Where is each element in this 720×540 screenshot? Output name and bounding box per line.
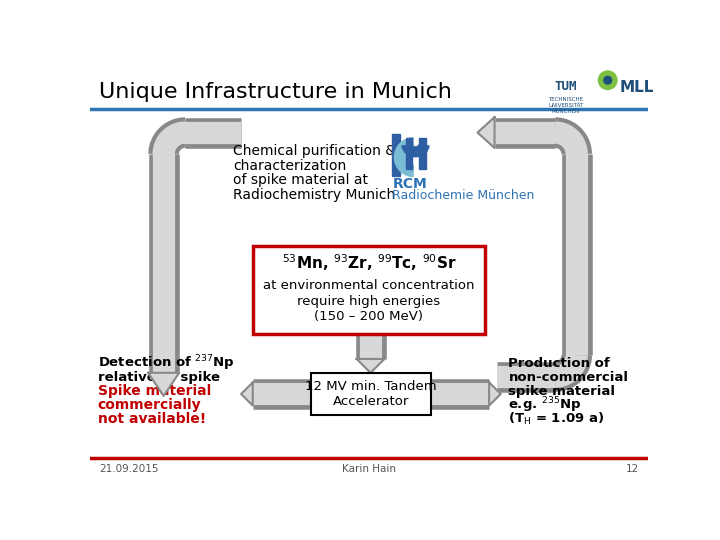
Text: Accelerator: Accelerator	[333, 395, 409, 408]
Bar	[419, 138, 426, 169]
Polygon shape	[356, 359, 384, 373]
Text: MLL: MLL	[619, 80, 654, 96]
Text: (150 – 200 MeV): (150 – 200 MeV)	[315, 310, 423, 323]
Text: require high energies: require high energies	[297, 295, 441, 308]
Text: $^{53}$Mn, $^{93}$Zr, $^{99}$Tc, $^{90}$Sr: $^{53}$Mn, $^{93}$Zr, $^{99}$Tc, $^{90}$…	[282, 252, 456, 273]
Text: 12 MV min. Tandem: 12 MV min. Tandem	[305, 380, 437, 393]
Text: Chemical purification &: Chemical purification &	[233, 144, 397, 158]
Text: Production of: Production of	[508, 357, 611, 370]
Text: e.g. $^{235}$Np: e.g. $^{235}$Np	[508, 395, 582, 415]
Text: Unique Infrastructure in Munich: Unique Infrastructure in Munich	[99, 82, 452, 102]
Text: RCM: RCM	[392, 177, 427, 191]
Bar	[406, 138, 413, 169]
Text: characterization: characterization	[233, 159, 346, 173]
Polygon shape	[489, 382, 500, 406]
Polygon shape	[241, 382, 253, 406]
Text: spike material: spike material	[508, 385, 616, 398]
Bar	[392, 134, 400, 177]
Text: not available!: not available!	[98, 412, 206, 426]
Text: relative to spike: relative to spike	[98, 371, 220, 384]
Polygon shape	[148, 373, 179, 396]
Text: Spike material: Spike material	[98, 384, 211, 399]
FancyBboxPatch shape	[311, 373, 431, 415]
Bar	[544, 69, 588, 107]
Text: 21.09.2015: 21.09.2015	[99, 464, 159, 474]
Text: TECHNISCHE
UNIVERSITÄT
MÜNCHEN: TECHNISCHE UNIVERSITÄT MÜNCHEN	[548, 97, 583, 114]
Text: Radiochemie München: Radiochemie München	[392, 189, 535, 202]
Text: commercially: commercially	[98, 398, 202, 412]
Text: at environmental concentration: at environmental concentration	[264, 279, 474, 292]
FancyBboxPatch shape	[253, 246, 485, 334]
Polygon shape	[477, 117, 495, 148]
Text: (T$_\mathrm{H}$ = 1.09 a): (T$_\mathrm{H}$ = 1.09 a)	[508, 411, 605, 427]
Circle shape	[598, 71, 617, 90]
Text: Radiochemistry Munich: Radiochemistry Munich	[233, 188, 395, 202]
Circle shape	[604, 76, 611, 84]
Text: non-commercial: non-commercial	[508, 371, 629, 384]
Text: 12: 12	[626, 464, 639, 474]
Text: Karin Hain: Karin Hain	[342, 464, 396, 474]
Text: Detection of $^{237}$Np: Detection of $^{237}$Np	[98, 354, 235, 373]
Text: of spike material at: of spike material at	[233, 173, 369, 187]
Text: TUM: TUM	[554, 80, 577, 93]
